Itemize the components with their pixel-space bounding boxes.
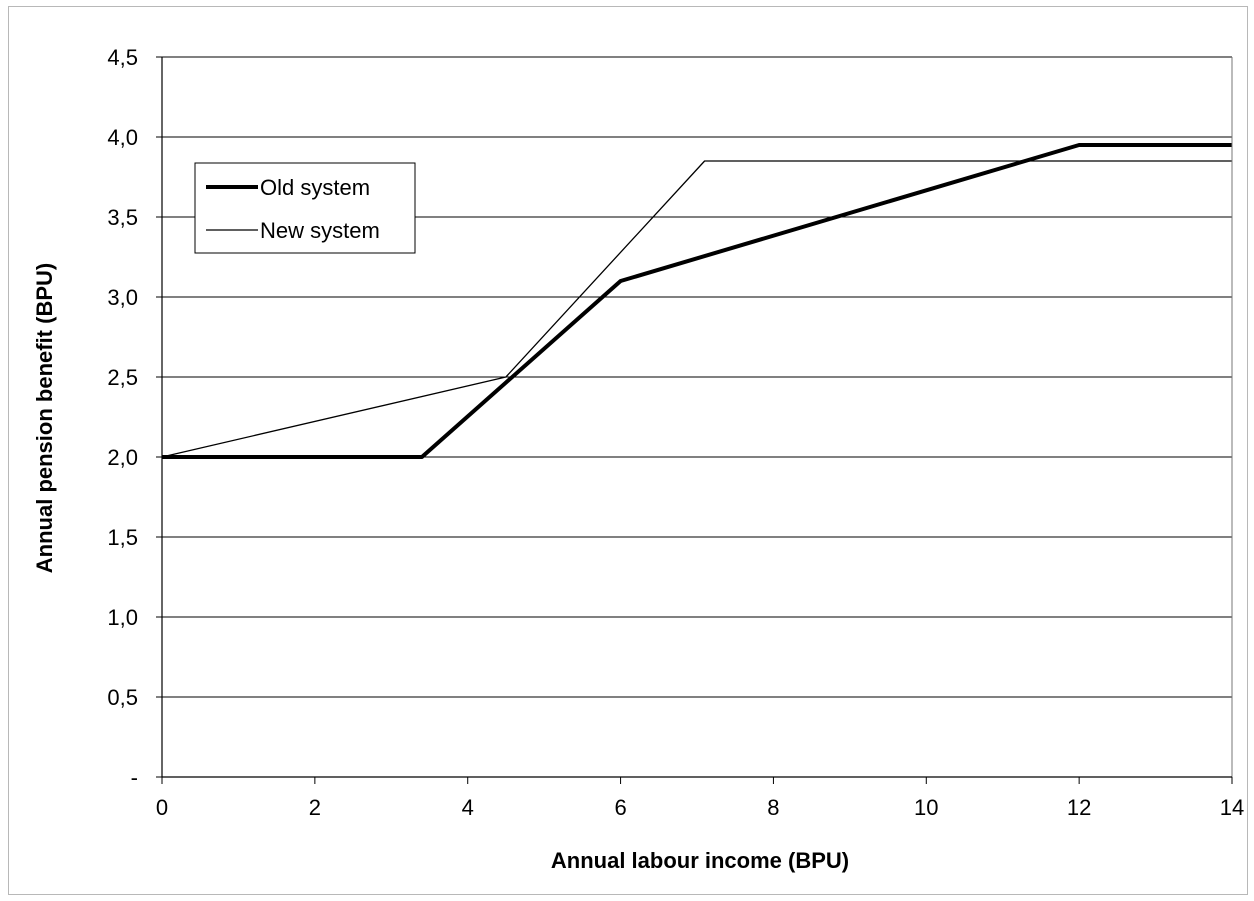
x-axis-title: Annual labour income (BPU) xyxy=(551,848,849,873)
legend-label-old-system: Old system xyxy=(260,175,370,200)
x-tick-label-2: 4 xyxy=(462,795,474,820)
series-line-old-system xyxy=(162,143,1232,459)
x-tick-label-7: 14 xyxy=(1220,795,1244,820)
x-tick-label-3: 6 xyxy=(614,795,626,820)
series-lines xyxy=(161,143,1232,459)
legend: Old system New system xyxy=(194,162,416,254)
x-tick-label-5: 10 xyxy=(914,795,938,820)
legend-label-new-system: New system xyxy=(260,218,380,243)
y-tick-label-2: 1,0 xyxy=(107,605,138,630)
x-tick-label-0: 0 xyxy=(156,795,168,820)
series-line-new-system xyxy=(161,160,1232,458)
gridlines xyxy=(162,56,1232,698)
x-tick-label-4: 8 xyxy=(767,795,779,820)
y-axis-title: Annual pension benefit (BPU) xyxy=(32,263,57,573)
y-tick-label-0: - xyxy=(131,765,138,790)
axes xyxy=(156,56,1233,784)
y-tick-label-1: 0,5 xyxy=(107,685,138,710)
y-tick-label-3: 1,5 xyxy=(107,525,138,550)
x-tick-label-6: 12 xyxy=(1067,795,1091,820)
y-tick-label-8: 4,0 xyxy=(107,125,138,150)
legend-box xyxy=(194,162,416,254)
x-tick-label-1: 2 xyxy=(309,795,321,820)
tick-labels: - 0,5 1,0 1,5 2,0 2,5 3,0 3,5 4,0 4,5 0 2 4 6 8 10 12 14 xyxy=(107,45,1244,820)
chart-frame xyxy=(8,6,1248,895)
y-tick-label-4: 2,0 xyxy=(107,445,138,470)
y-tick-label-6: 3,0 xyxy=(107,285,138,310)
y-tick-label-7: 3,5 xyxy=(107,205,138,230)
y-tick-label-9: 4,5 xyxy=(107,45,138,70)
y-tick-label-5: 2,5 xyxy=(107,365,138,390)
